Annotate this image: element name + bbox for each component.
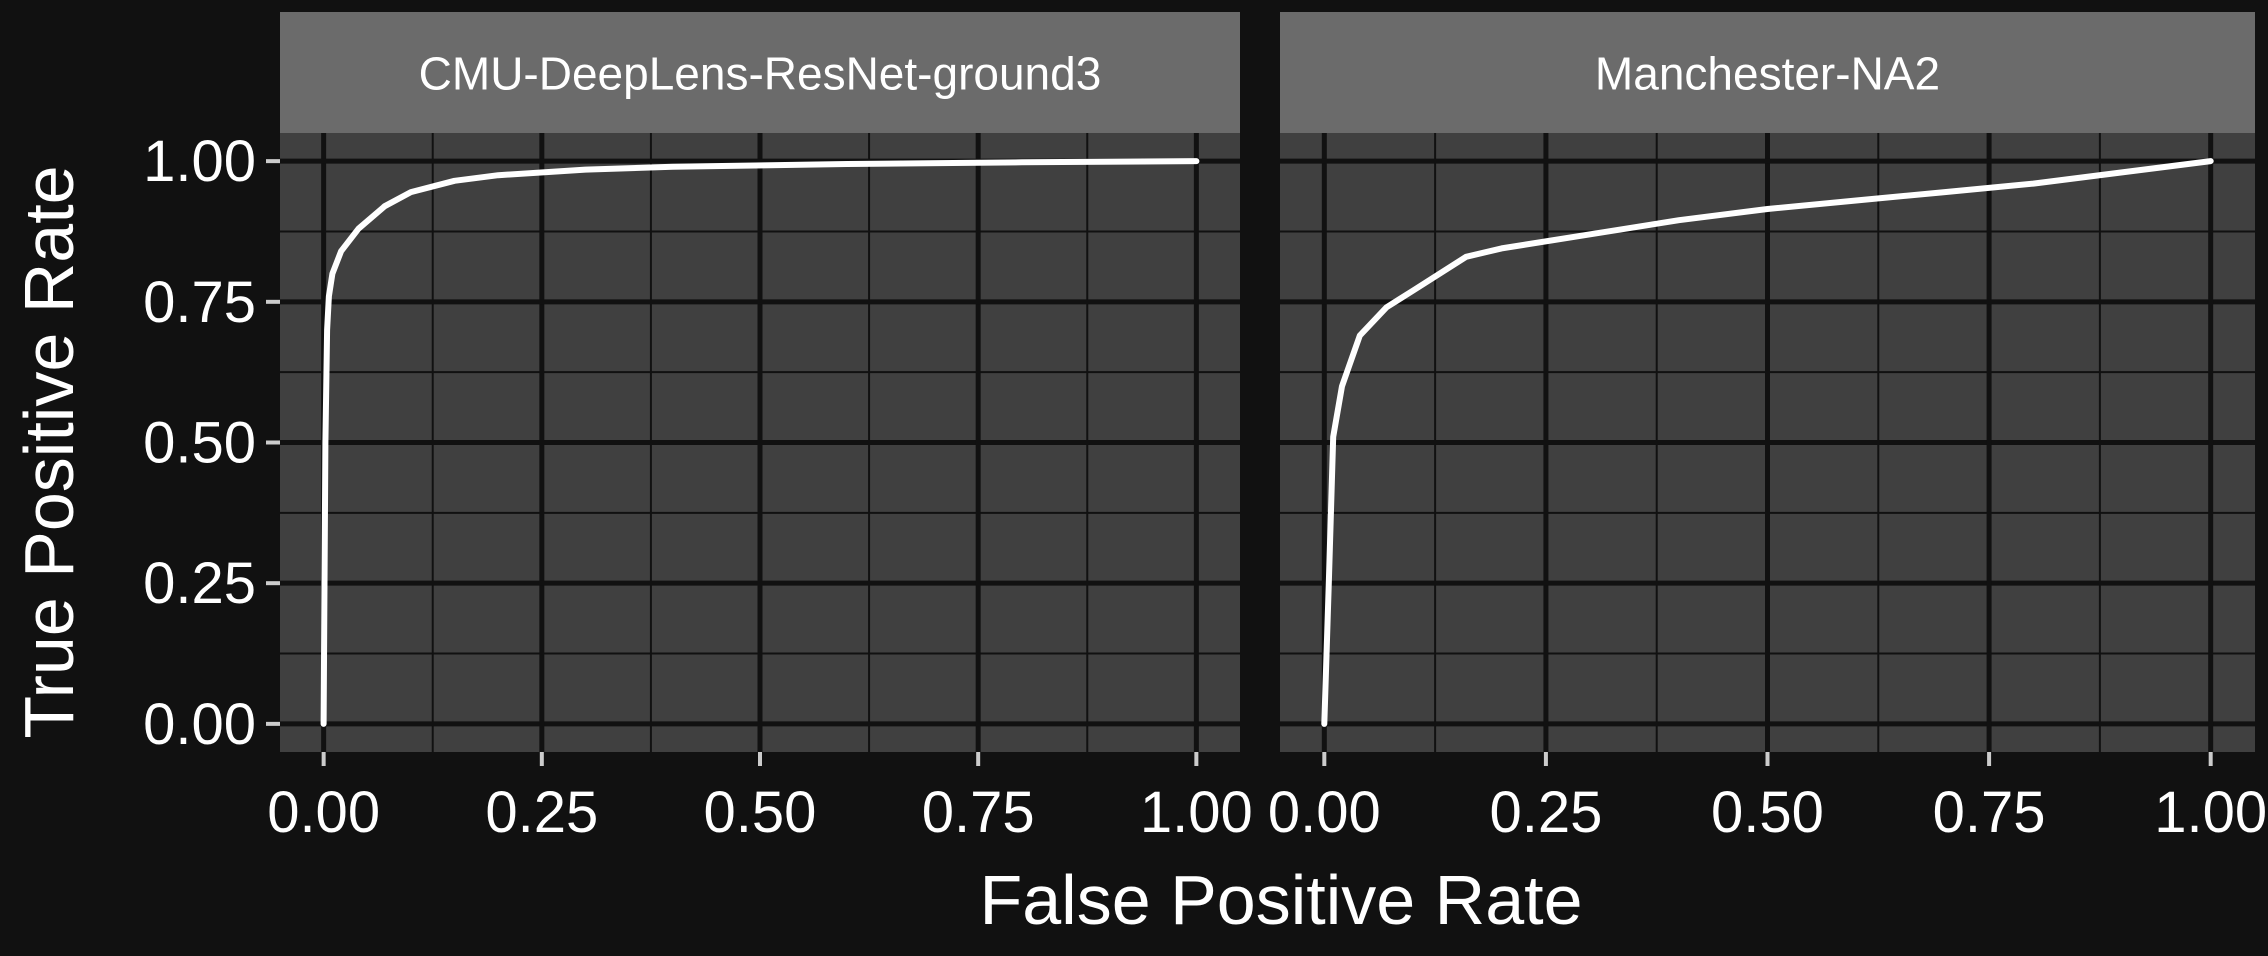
panel-2: Manchester-NA2 0.00 0.25 0.50 0.75 1.00 — [1268, 12, 2267, 845]
x-tick-label: 0.00 — [267, 780, 380, 845]
x-tick-label: 0.75 — [922, 780, 1035, 845]
panels-layer: CMU-DeepLens-ResNet-ground3 0.00 0.25 0.50 0… — [143, 12, 2267, 845]
roc-curve — [1321, 158, 2214, 727]
x-tick-label: 0.50 — [1711, 780, 1824, 845]
y-tick-label: 0.75 — [143, 270, 256, 335]
x-tick-label: 0.00 — [1268, 780, 1381, 845]
x-tick-label: 0.75 — [1933, 780, 2046, 845]
x-tick-label: 1.00 — [2154, 780, 2267, 845]
panel-title: CMU-DeepLens-ResNet-ground3 — [419, 48, 1102, 100]
x-axis-title: False Positive Rate — [979, 861, 1582, 939]
panel-1: CMU-DeepLens-ResNet-ground3 0.00 0.25 0.50 0… — [143, 12, 1253, 845]
y-axis-title: True Positive Rate — [10, 165, 88, 738]
panel-strip — [1280, 12, 2255, 133]
y-tick-label: 0.25 — [143, 551, 256, 616]
x-tick-label: 1.00 — [1140, 780, 1253, 845]
roc-curve — [320, 158, 1200, 727]
y-tick-label: 0.00 — [143, 692, 256, 757]
x-tick-label: 0.25 — [485, 780, 598, 845]
y-tick-label: 0.50 — [143, 411, 256, 476]
y-tick-label: 1.00 — [143, 129, 256, 194]
panel-strip — [280, 12, 1240, 133]
x-tick-label: 0.25 — [1489, 780, 1602, 845]
x-tick-label: 0.50 — [704, 780, 817, 845]
panel-title: Manchester-NA2 — [1595, 48, 1940, 100]
